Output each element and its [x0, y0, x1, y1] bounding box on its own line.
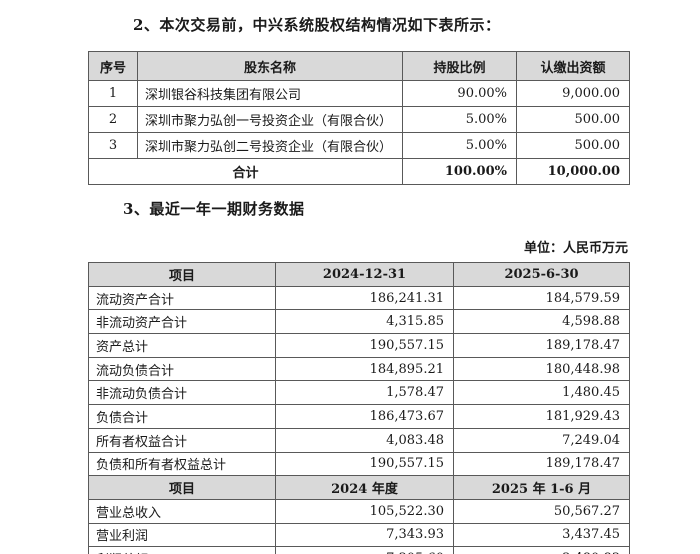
balance-header-row: 项目 2024-12-31 2025-6-30 [88, 262, 630, 287]
cell-value-2025: 189,178.47 [453, 451, 630, 477]
table-total-row: 合计 100.00% 10,000.00 [88, 158, 630, 185]
table-row: 营业利润 7,343.93 3,437.45 [88, 522, 630, 548]
cell-value-2024: 190,557.15 [275, 333, 454, 358]
cell-value-2024: 7,343.93 [275, 522, 454, 548]
cell-item: 流动资产合计 [88, 285, 276, 311]
cell-item: 负债合计 [88, 404, 276, 429]
col-header-shareholding-ratio: 持股比例 [402, 51, 517, 81]
cell-item: 营业利润 [88, 522, 276, 548]
cell-value-2025: 50,567.27 [453, 498, 630, 524]
cell-value-2024: 190,557.15 [275, 451, 454, 477]
cell-value-2025: 184,579.59 [453, 285, 630, 311]
financial-data-table: 项目 2024-12-31 2025-6-30 流动资产合计 186,241.3… [88, 262, 630, 554]
table-row: 负债和所有者权益总计 190,557.15 189,178.47 [88, 451, 630, 477]
cell-capital: 500.00 [516, 132, 630, 159]
cell-value-2025: 181,929.43 [453, 404, 630, 429]
table-row: 1 深圳银谷科技集团有限公司 90.00% 9,000.00 [88, 80, 630, 107]
cell-value-2025: 3,480.83 [453, 546, 630, 554]
cell-index: 1 [88, 80, 138, 107]
cell-item: 利润总额 [88, 546, 276, 554]
cell-shareholder-name: 深圳市聚力弘创二号投资企业（有限合伙） [137, 132, 403, 159]
cell-total-capital: 10,000.00 [516, 158, 630, 185]
cell-value-2025: 7,249.04 [453, 427, 630, 453]
table-row: 非流动资产合计 4,315.85 4,598.88 [88, 309, 630, 335]
unit-note: 单位：人民币万元 [523, 241, 628, 256]
cell-value-2024: 4,083.48 [275, 427, 454, 453]
table-row: 利润总额 7,305.60 3,480.83 [88, 546, 630, 554]
cell-value-2025: 3,437.45 [453, 522, 630, 548]
cell-value-2024: 186,241.31 [275, 285, 454, 311]
col-header-period-2025: 2025 年 1-6 月 [453, 475, 630, 500]
cell-index: 3 [88, 132, 138, 159]
cell-item: 流动负债合计 [88, 356, 276, 382]
cell-ratio: 5.00% [402, 132, 517, 159]
table-row: 3 深圳市聚力弘创二号投资企业（有限合伙） 5.00% 500.00 [88, 132, 630, 159]
cell-item: 所有者权益合计 [88, 427, 276, 453]
col-header-shareholder-name: 股东名称 [137, 51, 403, 81]
cell-item: 非流动负债合计 [88, 380, 276, 406]
table-row: 流动资产合计 186,241.31 184,579.59 [88, 285, 630, 311]
table-row: 所有者权益合计 4,083.48 7,249.04 [88, 427, 630, 453]
section-heading-financial-data: 3、最近一年一期财务数据 [123, 200, 305, 218]
cell-value-2024: 184,895.21 [275, 356, 454, 382]
cell-item: 资产总计 [88, 333, 276, 358]
cell-item: 非流动资产合计 [88, 309, 276, 335]
table-row: 非流动负债合计 1,578.47 1,480.45 [88, 380, 630, 406]
table-row: 流动负债合计 184,895.21 180,448.98 [88, 356, 630, 382]
cell-value-2024: 7,305.60 [275, 546, 454, 554]
cell-item: 营业总收入 [88, 498, 276, 524]
shareholder-structure-table: 序号 股东名称 持股比例 认缴出资额 1 深圳银谷科技集团有限公司 90.00%… [88, 51, 630, 185]
col-header-period-2024: 2024 年度 [275, 475, 454, 500]
col-header-item: 项目 [88, 262, 276, 287]
table-row: 2 深圳市聚力弘创一号投资企业（有限合伙） 5.00% 500.00 [88, 106, 630, 133]
cell-value-2024: 186,473.67 [275, 404, 454, 429]
cell-ratio: 90.00% [402, 80, 517, 107]
col-header-index: 序号 [88, 51, 138, 81]
cell-total-label: 合计 [88, 158, 403, 185]
cell-ratio: 5.00% [402, 106, 517, 133]
income-header-row: 项目 2024 年度 2025 年 1-6 月 [88, 475, 630, 500]
cell-index: 2 [88, 106, 138, 133]
cell-capital: 9,000.00 [516, 80, 630, 107]
col-header-date-2024: 2024-12-31 [275, 262, 454, 287]
cell-capital: 500.00 [516, 106, 630, 133]
table-row: 负债合计 186,473.67 181,929.43 [88, 404, 630, 429]
table-row: 营业总收入 105,522.30 50,567.27 [88, 498, 630, 524]
cell-value-2025: 1,480.45 [453, 380, 630, 406]
col-header-item: 项目 [88, 475, 276, 500]
cell-item: 负债和所有者权益总计 [88, 451, 276, 477]
section-heading-equity-structure: 2、本次交易前，中兴系统股权结构情况如下表所示： [133, 16, 501, 34]
cell-value-2024: 105,522.30 [275, 498, 454, 524]
col-header-date-2025: 2025-6-30 [453, 262, 630, 287]
cell-value-2025: 189,178.47 [453, 333, 630, 358]
cell-shareholder-name: 深圳银谷科技集团有限公司 [137, 80, 403, 107]
cell-total-ratio: 100.00% [402, 158, 517, 185]
cell-value-2024: 1,578.47 [275, 380, 454, 406]
cell-shareholder-name: 深圳市聚力弘创一号投资企业（有限合伙） [137, 106, 403, 133]
cell-value-2024: 4,315.85 [275, 309, 454, 335]
col-header-subscribed-capital: 认缴出资额 [516, 51, 630, 81]
table-row: 资产总计 190,557.15 189,178.47 [88, 333, 630, 358]
cell-value-2025: 180,448.98 [453, 356, 630, 382]
shareholder-table-header-row: 序号 股东名称 持股比例 认缴出资额 [88, 51, 630, 81]
cell-value-2025: 4,598.88 [453, 309, 630, 335]
